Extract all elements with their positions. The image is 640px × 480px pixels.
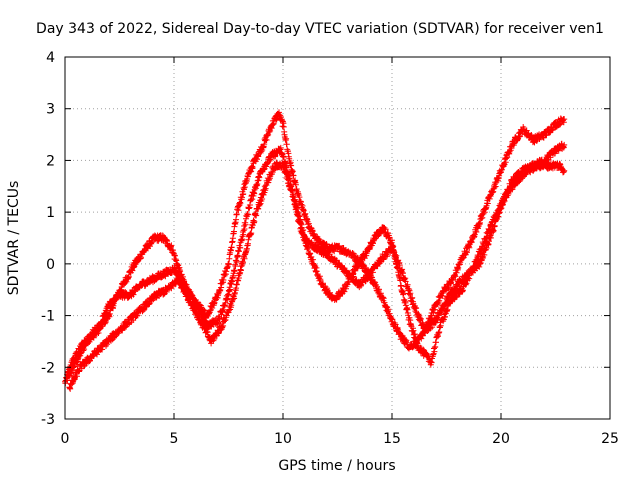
y-axis-label: SDTVAR / TECUs <box>6 181 22 296</box>
x-tick-label: 20 <box>492 431 510 447</box>
grid <box>65 57 610 419</box>
x-tick-label: 5 <box>170 431 179 447</box>
y-tick-label: 2 <box>46 153 55 169</box>
y-tick-label: -2 <box>41 360 55 376</box>
plot-frame <box>64 56 611 420</box>
y-tick-label: 0 <box>46 257 55 273</box>
x-tick-label: 15 <box>383 431 401 447</box>
data-series <box>62 109 568 392</box>
x-tick-label: 25 <box>601 431 619 447</box>
y-tick-label: 1 <box>46 205 55 221</box>
x-axis-ticks: 0 5 10 15 20 25 <box>61 57 619 447</box>
x-tick-label: 0 <box>61 431 70 447</box>
data-points-track-c <box>66 159 568 392</box>
series-track-c <box>66 159 568 392</box>
y-tick-label: 3 <box>46 102 55 118</box>
x-axis-label: GPS time / hours <box>278 458 395 474</box>
y-tick-label: -1 <box>41 309 55 325</box>
chart-title: Day 343 of 2022, Sidereal Day-to-day VTE… <box>36 21 604 37</box>
x-tick-label: 10 <box>274 431 292 447</box>
y-axis-ticks: -3 -2 -1 0 1 2 3 4 <box>41 50 610 428</box>
y-tick-label: 4 <box>46 50 55 66</box>
y-tick-label: -3 <box>41 412 55 428</box>
